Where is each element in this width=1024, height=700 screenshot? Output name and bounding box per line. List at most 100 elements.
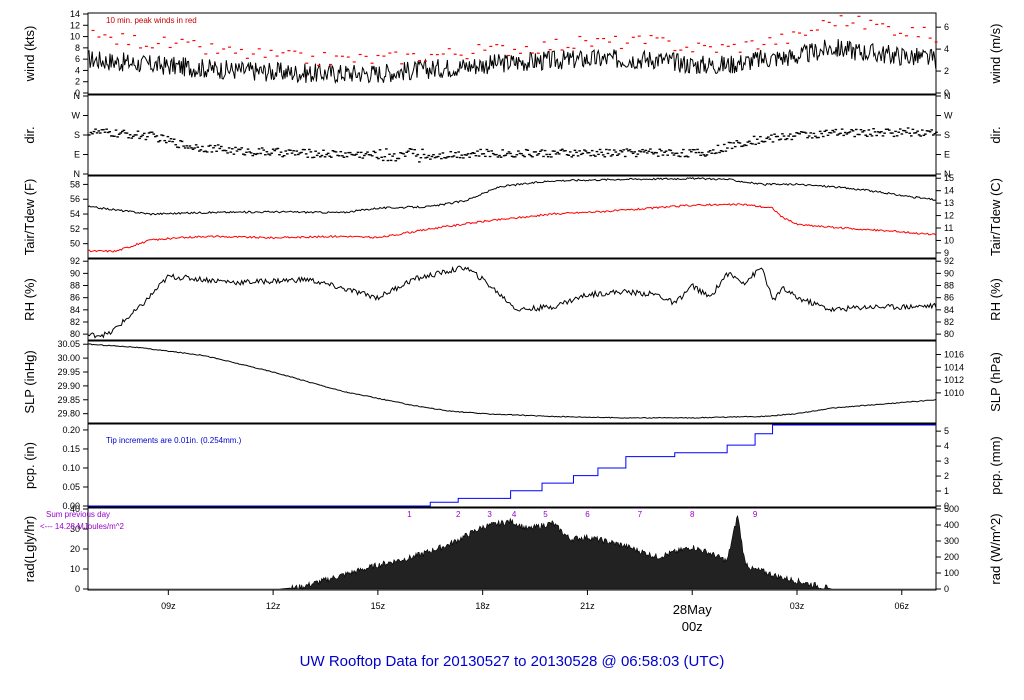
dir-point [776, 135, 779, 138]
dir-point [669, 149, 673, 152]
y-tick-label-left: 29.95 [57, 367, 80, 377]
dir-point [257, 148, 261, 150]
y-tick-label-left: 14 [70, 9, 80, 19]
dir-point [347, 151, 350, 154]
dir-point [227, 147, 231, 149]
dir-point [630, 151, 633, 153]
dir-point [807, 135, 811, 137]
dir-point [224, 149, 228, 152]
dir-point [150, 131, 154, 133]
dir-point [94, 128, 97, 130]
y-tick-label-right: 500 [944, 504, 959, 514]
dir-point [902, 129, 905, 132]
x-tick-label: 09z [161, 601, 176, 611]
dir-point [663, 151, 666, 154]
dir-point [763, 140, 767, 143]
dir-point [853, 135, 857, 138]
dir-point [216, 144, 220, 146]
dir-point [138, 137, 141, 140]
dir-point [319, 156, 322, 158]
dir-point [553, 150, 556, 152]
dir-point [559, 149, 563, 151]
dir-point [920, 129, 924, 131]
dir-point [722, 143, 726, 146]
dir-point [729, 141, 732, 144]
dir-point [441, 152, 445, 154]
dir-point [821, 135, 825, 138]
dir-point [693, 149, 696, 151]
y-tick-label-left: 2 [75, 77, 80, 87]
y-tick-label-left: 30 [70, 524, 80, 534]
dir-point [262, 149, 266, 151]
dir-point [205, 151, 209, 153]
dir-point [788, 133, 792, 135]
dir-point [839, 132, 842, 135]
dir-point [867, 129, 871, 131]
dir-point [754, 143, 757, 146]
dir-point [556, 151, 559, 154]
y-tick-label-right: 15 [944, 173, 954, 183]
y-tick-label-right: 14 [944, 186, 954, 196]
dir-point [773, 133, 776, 135]
dir-point [631, 152, 635, 155]
dir-point [513, 156, 517, 158]
dir-point [414, 155, 418, 157]
y-tick-label-left: 6 [75, 54, 80, 64]
x-tick-label: 03z [790, 601, 805, 611]
dir-point [829, 132, 833, 134]
dir-point [480, 153, 484, 155]
rad-area [88, 515, 936, 590]
dir-point [363, 154, 366, 157]
dir-point [275, 148, 278, 150]
dir-point [675, 152, 679, 155]
y-label-right: SLP (hPa) [988, 352, 1003, 412]
dir-point [158, 139, 162, 142]
dir-point [260, 147, 264, 149]
pcp-annotation: Tip increments are 0.01in. (0.254mm.) [106, 436, 242, 445]
y-tick-label-right: 92 [944, 256, 954, 266]
dir-point [436, 155, 440, 158]
dir-point [895, 135, 899, 137]
dir-point [876, 131, 880, 133]
dir-point [499, 156, 503, 158]
dir-point [507, 151, 511, 153]
dir-point [719, 149, 723, 152]
dir-point [465, 154, 468, 156]
y-tick-label-left: 50 [70, 239, 80, 249]
tip-marker: 8 [690, 510, 695, 519]
dir-point [649, 148, 652, 150]
y-label-right: rad (W/m^2) [988, 513, 1003, 584]
dir-point [561, 148, 564, 151]
dir-point [622, 149, 625, 151]
dir-point [848, 131, 852, 133]
dir-point [229, 151, 233, 153]
dir-point [843, 131, 847, 134]
dir-point [743, 144, 746, 146]
dir-point [425, 156, 429, 159]
dir-point [759, 135, 762, 138]
dir-point [584, 150, 588, 152]
dir-point [825, 129, 828, 132]
dir-point [400, 152, 404, 155]
dir-point [270, 152, 273, 154]
series-line [87, 343, 937, 419]
dir-point [309, 151, 313, 153]
dir-point [524, 148, 528, 151]
y-tick-label-right: 4 [944, 44, 949, 54]
dir-point [133, 134, 137, 136]
dir-point [292, 150, 295, 152]
dir-point [611, 153, 614, 156]
dir-point [127, 137, 130, 139]
dir-point [790, 138, 794, 141]
y-label-left: pcp. (in) [22, 442, 37, 489]
dir-point [281, 155, 284, 158]
dir-point [95, 132, 99, 134]
dir-point [542, 155, 545, 158]
dir-point [268, 154, 272, 156]
y-tick-label-right: 13 [944, 198, 954, 208]
dir-point [880, 130, 883, 133]
y-tick-label-right: 80 [944, 329, 954, 339]
dir-point [476, 150, 479, 152]
dir-point [550, 156, 553, 158]
series-pcp [88, 424, 936, 507]
